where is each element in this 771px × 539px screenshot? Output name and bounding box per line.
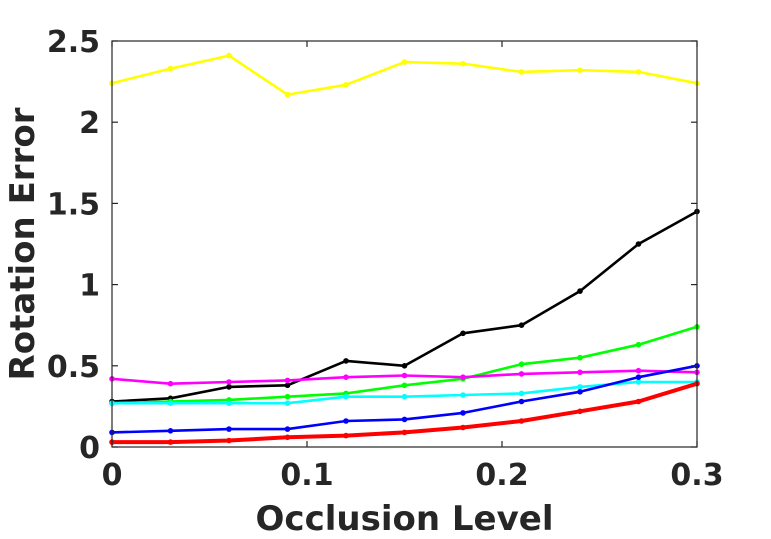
data-point [635, 341, 642, 348]
y-tick-label: 2 [79, 106, 100, 141]
data-point [343, 374, 349, 381]
data-point [343, 418, 349, 424]
data-point [284, 434, 291, 441]
data-point [577, 389, 583, 395]
data-point [343, 432, 349, 439]
data-point [577, 408, 583, 415]
data-point [284, 91, 291, 98]
data-point [460, 424, 466, 431]
data-point [401, 429, 408, 436]
data-point [577, 67, 583, 73]
data-point [284, 382, 291, 389]
data-point [518, 398, 525, 405]
data-point [401, 393, 408, 400]
x-tick-label: 0.2 [475, 458, 528, 493]
x-tick-label: 0.1 [280, 458, 333, 493]
data-point [401, 59, 408, 65]
data-point [635, 379, 642, 385]
data-point [284, 393, 291, 400]
data-point [635, 69, 642, 75]
data-point [226, 437, 232, 444]
data-point [167, 65, 174, 72]
data-point [284, 377, 291, 384]
data-point [518, 69, 525, 75]
data-point [401, 372, 408, 379]
axes: 0 0.1 0.2 0.3 0 0.5 1 1.5 2 2.5 [47, 25, 724, 493]
data-point [518, 418, 525, 424]
plot-area [109, 52, 700, 445]
data-point [401, 416, 408, 423]
data-point [401, 382, 408, 389]
data-point [226, 400, 232, 407]
data-point [635, 398, 642, 405]
y-axis-label: Rotation Error [3, 107, 43, 380]
data-point [460, 330, 466, 337]
data-point [518, 390, 525, 397]
data-point [167, 380, 174, 387]
data-point [577, 369, 583, 376]
data-point [577, 354, 583, 361]
data-point [635, 241, 642, 247]
data-point [518, 322, 525, 329]
data-point [577, 384, 583, 390]
data-point [226, 52, 232, 59]
data-point [167, 439, 174, 445]
x-tick-label: 0 [102, 458, 123, 493]
data-point [460, 60, 466, 67]
x-axis-label: Occlusion Level [256, 499, 554, 539]
y-tick-label: 1.5 [47, 187, 100, 222]
data-point [460, 374, 466, 381]
data-point [284, 426, 291, 432]
y-tick-label: 0 [79, 431, 100, 466]
data-point [518, 361, 525, 368]
data-point [226, 426, 232, 432]
data-point [635, 374, 642, 381]
data-point [343, 393, 349, 400]
plot-frame [111, 40, 698, 448]
data-point [518, 371, 525, 377]
data-point [226, 379, 232, 385]
data-point [635, 367, 642, 374]
data-point [284, 400, 291, 407]
data-point [226, 384, 232, 390]
x-tick-label: 0.3 [670, 458, 723, 493]
data-point [343, 358, 349, 364]
data-point [460, 392, 466, 398]
data-point [167, 400, 174, 407]
y-tick-label: 2.5 [47, 25, 100, 60]
data-point [460, 410, 466, 416]
data-point [401, 363, 408, 369]
data-point [167, 428, 174, 434]
y-tick-label: 0.5 [47, 350, 100, 385]
data-point [577, 288, 583, 294]
data-point [343, 82, 349, 88]
y-tick-label: 1 [79, 269, 100, 304]
